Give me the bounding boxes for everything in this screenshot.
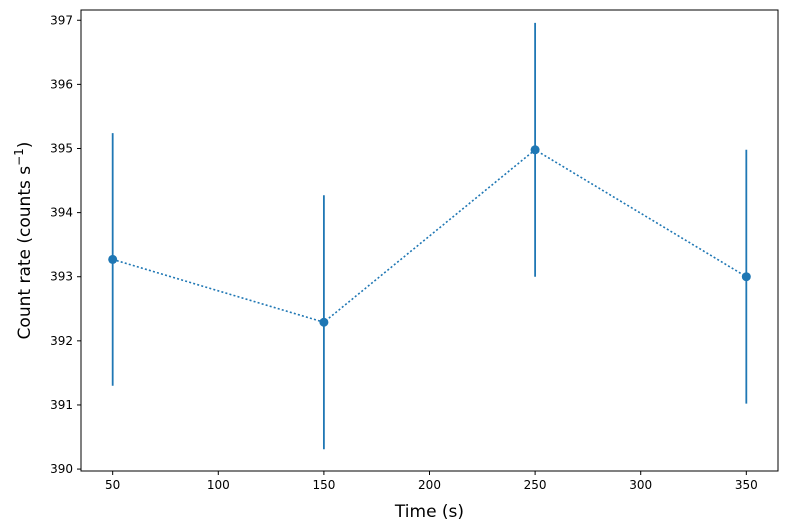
x-tick-label: 100 [207,478,230,492]
x-axis-label: Time (s) [394,502,464,522]
y-axis-label-exponent-sign: − [12,156,26,166]
x-tick-label: 50 [105,478,120,492]
x-tick-label: 300 [629,478,652,492]
y-axis-label-main: Count rate (counts s [15,166,35,340]
y-tick-label: 397 [50,13,73,27]
error-bars [111,22,748,450]
data-point [319,317,329,327]
x-tick-label: 250 [524,478,547,492]
data-point [530,145,540,155]
y-axis-label: Count rate (counts s−1) [12,142,35,340]
y-tick-label: 392 [50,334,73,348]
y-tick-label: 390 [50,462,73,476]
x-tick-label: 200 [418,478,441,492]
x-tick-label: 350 [735,478,758,492]
y-axis-label-close: ) [15,142,35,149]
x-axis-ticks: 50 100 150 200 250 300 350 [105,471,758,492]
series-connector-line [112,148,747,324]
y-axis-label-exponent-value: 1 [12,148,26,156]
data-markers [108,145,751,327]
y-tick-label: 394 [50,206,73,220]
data-point [108,254,118,264]
y-axis-ticks: 390 391 392 393 394 395 396 397 [50,13,81,476]
y-tick-label: 395 [50,141,73,155]
x-tick-label: 150 [312,478,335,492]
plot-frame [80,9,779,472]
plot-area: 50 100 150 200 250 300 350 3903913923933943953… [50,9,779,492]
data-point [741,272,751,282]
y-tick-label: 396 [50,77,73,91]
y-tick-label: 391 [50,398,73,412]
y-tick-label: 393 [50,270,73,284]
